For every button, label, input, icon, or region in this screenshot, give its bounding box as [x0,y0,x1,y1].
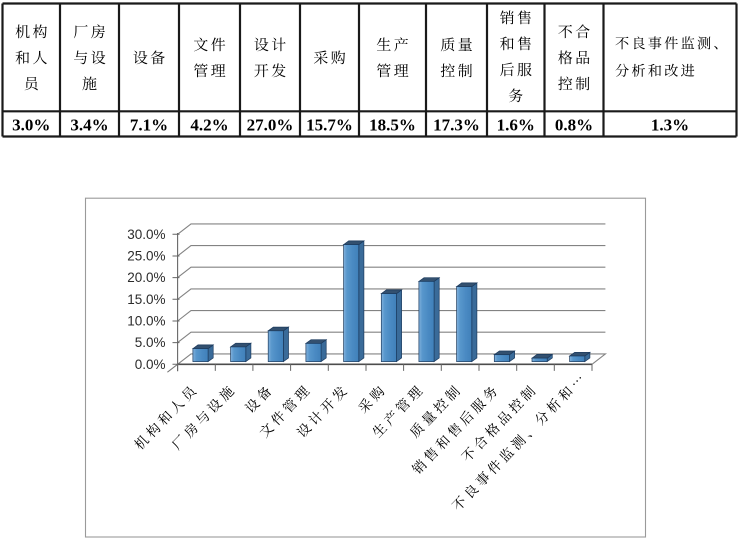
svg-text:1.3%: 1.3% [651,116,689,135]
svg-text:7.1%: 7.1% [130,116,168,135]
svg-text:20.0%: 20.0% [127,270,165,285]
svg-text:1.6%: 1.6% [497,116,535,135]
svg-text:0.8%: 0.8% [555,116,593,135]
svg-text:27.0%: 27.0% [247,116,294,135]
svg-text:15.0%: 15.0% [127,292,165,307]
svg-text:3.4%: 3.4% [70,116,108,135]
svg-text:25.0%: 25.0% [127,249,165,264]
svg-text:10.0%: 10.0% [127,314,165,329]
svg-text:5.0%: 5.0% [135,335,166,350]
svg-text:17.3%: 17.3% [433,116,480,135]
svg-text:30.0%: 30.0% [127,227,165,242]
svg-text:15.7%: 15.7% [306,116,353,135]
svg-text:18.5%: 18.5% [369,116,416,135]
svg-text:3.0%: 3.0% [12,116,50,135]
svg-text:4.2%: 4.2% [190,116,228,135]
svg-text:0.0%: 0.0% [135,357,166,372]
